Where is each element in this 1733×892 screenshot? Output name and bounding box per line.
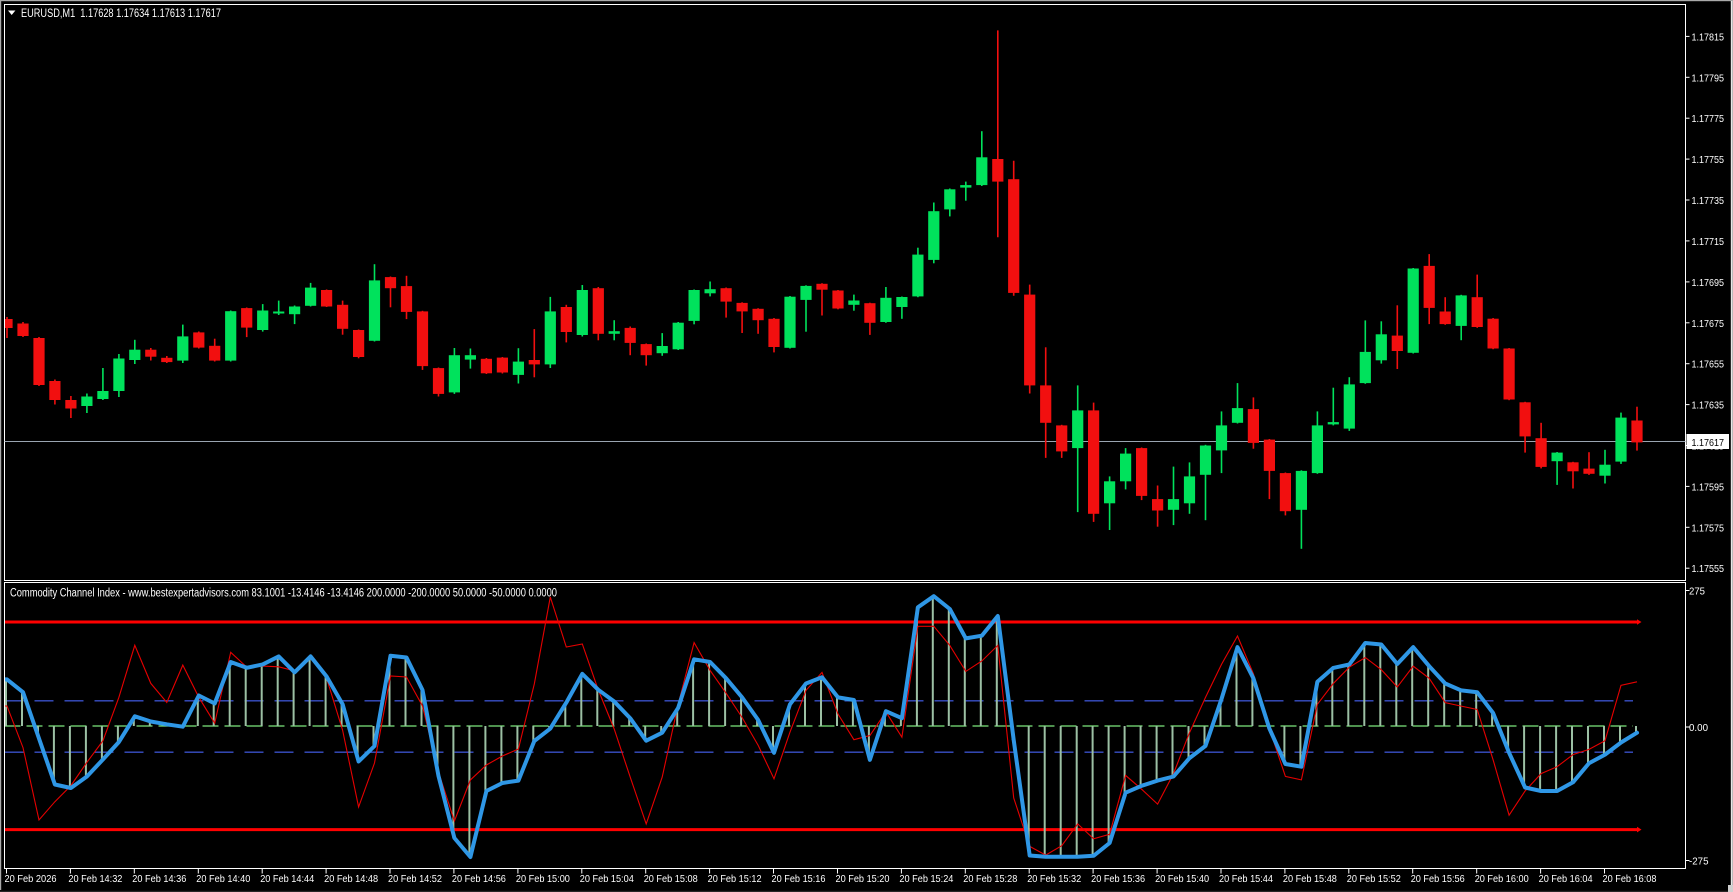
svg-text:1.17655: 1.17655 xyxy=(1692,359,1725,371)
svg-text:275: 275 xyxy=(1689,586,1705,598)
svg-text:20 Feb 15:16: 20 Feb 15:16 xyxy=(772,873,826,885)
svg-text:20 Feb 15:44: 20 Feb 15:44 xyxy=(1219,873,1273,885)
svg-text:1.17575: 1.17575 xyxy=(1692,522,1725,534)
svg-text:20 Feb 15:04: 20 Feb 15:04 xyxy=(580,873,634,885)
svg-text:1.17555: 1.17555 xyxy=(1692,563,1725,575)
svg-text:20 Feb 15:40: 20 Feb 15:40 xyxy=(1155,873,1209,885)
svg-text:1.17735: 1.17735 xyxy=(1692,195,1725,207)
svg-text:20 Feb 14:52: 20 Feb 14:52 xyxy=(388,873,442,885)
svg-text:1.17715: 1.17715 xyxy=(1692,236,1725,248)
svg-text:0.00: 0.00 xyxy=(1689,722,1708,734)
svg-text:20 Feb 15:36: 20 Feb 15:36 xyxy=(1091,873,1145,885)
svg-text:1.17675: 1.17675 xyxy=(1692,318,1725,330)
svg-text:20 Feb 15:24: 20 Feb 15:24 xyxy=(899,873,953,885)
svg-text:20 Feb 15:12: 20 Feb 15:12 xyxy=(708,873,762,885)
svg-text:20 Feb 15:56: 20 Feb 15:56 xyxy=(1411,873,1465,885)
svg-text:EURUSD,M1 1.17628 1.17634 1.1: EURUSD,M1 1.17628 1.17634 1.17613 1.1761… xyxy=(21,8,221,20)
svg-text:20 Feb 2026: 20 Feb 2026 xyxy=(5,873,57,885)
svg-text:1.17595: 1.17595 xyxy=(1692,481,1725,493)
svg-text:20 Feb 16:00: 20 Feb 16:00 xyxy=(1475,873,1529,885)
svg-text:20 Feb 14:32: 20 Feb 14:32 xyxy=(68,873,122,885)
svg-text:1.17755: 1.17755 xyxy=(1692,154,1725,166)
svg-text:20 Feb 15:48: 20 Feb 15:48 xyxy=(1283,873,1337,885)
svg-text:20 Feb 15:08: 20 Feb 15:08 xyxy=(644,873,698,885)
svg-text:20 Feb 15:52: 20 Feb 15:52 xyxy=(1347,873,1401,885)
svg-text:20 Feb 15:28: 20 Feb 15:28 xyxy=(963,873,1017,885)
svg-text:20 Feb 15:20: 20 Feb 15:20 xyxy=(836,873,890,885)
svg-text:20 Feb 16:08: 20 Feb 16:08 xyxy=(1603,873,1657,885)
svg-text:20 Feb 14:48: 20 Feb 14:48 xyxy=(324,873,378,885)
svg-text:1.17695: 1.17695 xyxy=(1692,277,1725,289)
svg-text:1.17775: 1.17775 xyxy=(1692,113,1725,125)
svg-text:20 Feb 15:00: 20 Feb 15:00 xyxy=(516,873,570,885)
svg-text:1.17795: 1.17795 xyxy=(1692,72,1725,84)
svg-text:-275: -275 xyxy=(1689,856,1709,868)
svg-text:20 Feb 14:44: 20 Feb 14:44 xyxy=(260,873,314,885)
svg-text:20 Feb 14:40: 20 Feb 14:40 xyxy=(196,873,250,885)
svg-text:20 Feb 16:04: 20 Feb 16:04 xyxy=(1539,873,1593,885)
svg-text:20 Feb 15:32: 20 Feb 15:32 xyxy=(1027,873,1081,885)
svg-text:1.17635: 1.17635 xyxy=(1692,400,1725,412)
svg-text:20 Feb 14:36: 20 Feb 14:36 xyxy=(132,873,186,885)
svg-text:1.17617: 1.17617 xyxy=(1692,437,1725,449)
svg-text:Commodity Channel Index - www.: Commodity Channel Index - www.bestexpert… xyxy=(10,588,557,600)
svg-text:1.17815: 1.17815 xyxy=(1692,31,1725,43)
svg-text:20 Feb 14:56: 20 Feb 14:56 xyxy=(452,873,506,885)
